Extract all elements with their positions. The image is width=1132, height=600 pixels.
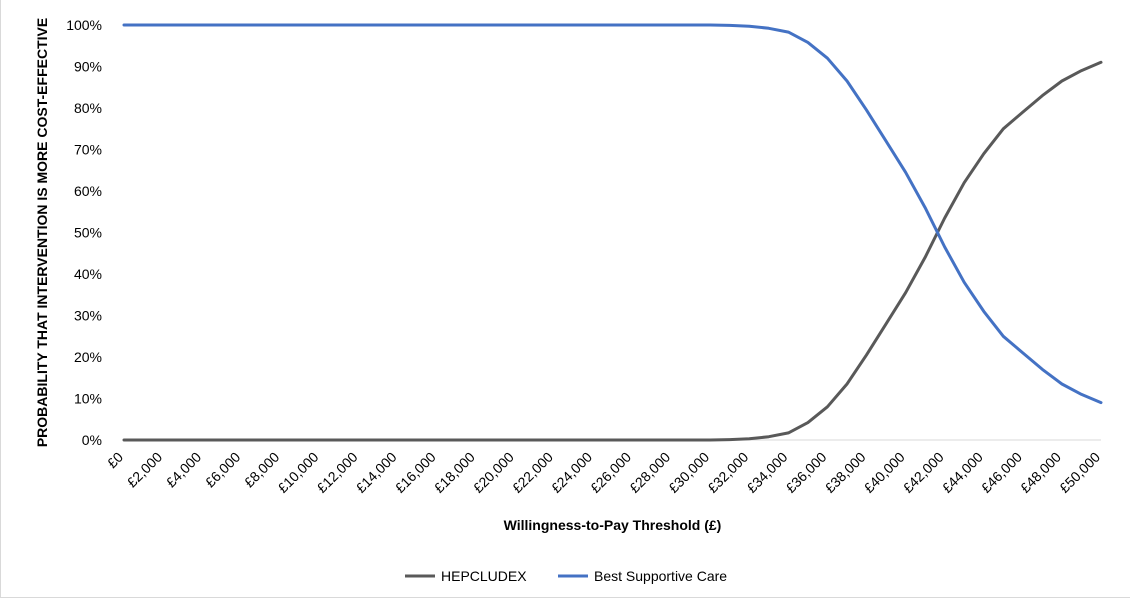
x-tick-label: £4,000 — [163, 449, 205, 491]
y-tick-label: 40% — [74, 266, 102, 282]
x-tick-label: £28,000 — [626, 449, 673, 496]
x-tick-label: £26,000 — [587, 449, 634, 496]
legend-label-best-supportive-care: Best Supportive Care — [594, 568, 727, 584]
x-tick-label: £46,000 — [978, 449, 1025, 496]
y-tick-label: 30% — [74, 308, 102, 324]
x-tick-label: £22,000 — [509, 449, 556, 496]
x-tick-label: £30,000 — [665, 449, 712, 496]
series-line-hepcludex — [122, 60, 1103, 442]
x-tick-label: £16,000 — [392, 449, 439, 496]
y-tick-label: 50% — [74, 225, 102, 241]
y-axis-title: PROBABILITY THAT INTERVENTION IS MORE CO… — [34, 18, 50, 447]
x-tick-label: £48,000 — [1017, 449, 1064, 496]
x-tick-label: £0 — [104, 449, 126, 471]
y-tick-labels: 0% 10% 20% 30% 40% 50% 60% 70% 80% 90% 100% — [66, 17, 102, 448]
y-tick-label: 100% — [66, 17, 102, 33]
y-tick-label: 60% — [74, 183, 102, 199]
y-tick-label: 70% — [74, 142, 102, 158]
y-tick-label: 0% — [82, 432, 102, 448]
x-tick-label: £6,000 — [202, 449, 244, 491]
x-tick-label: £38,000 — [822, 449, 869, 496]
legend: HEPCLUDEX Best Supportive Care — [405, 568, 727, 584]
x-tick-label: £44,000 — [939, 449, 986, 496]
y-tick-label: 80% — [74, 100, 102, 116]
x-tick-label: £50,000 — [1056, 449, 1103, 496]
x-tick-label: £12,000 — [314, 449, 361, 496]
x-tick-label: £40,000 — [861, 449, 908, 496]
x-tick-label: £32,000 — [704, 449, 751, 496]
x-tick-label: £10,000 — [274, 449, 321, 496]
y-tick-label: 90% — [74, 59, 102, 75]
series-line-best-supportive-care — [122, 23, 1103, 405]
x-tick-label: £42,000 — [900, 449, 947, 496]
x-tick-label: £34,000 — [743, 449, 790, 496]
x-tick-label: £36,000 — [782, 449, 829, 496]
y-tick-label: 20% — [74, 349, 102, 365]
series-group — [122, 23, 1103, 442]
x-tick-label: £2,000 — [124, 449, 166, 491]
x-tick-label: £18,000 — [431, 449, 478, 496]
x-tick-label: £14,000 — [353, 449, 400, 496]
x-tick-label: £24,000 — [548, 449, 595, 496]
x-tick-labels: £0£2,000£4,000£6,000£8,000£10,000£12,000… — [104, 449, 1103, 496]
legend-label-hepcludex: HEPCLUDEX — [441, 568, 527, 584]
y-tick-label: 10% — [74, 391, 102, 407]
x-tick-label: £20,000 — [470, 449, 517, 496]
x-axis-title: Willingness-to-Pay Threshold (£) — [504, 517, 722, 533]
